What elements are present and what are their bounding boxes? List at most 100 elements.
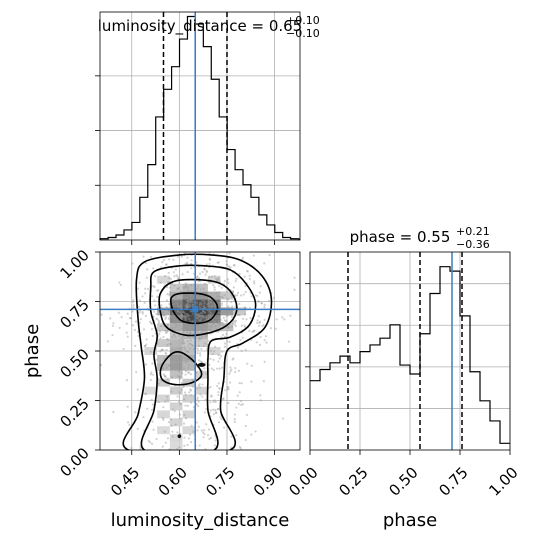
- joint-sample-point: [155, 437, 158, 441]
- joint-sample-point: [195, 325, 198, 328]
- joint-sample-point: [100, 313, 103, 316]
- joint-density-cell-34: [157, 339, 170, 348]
- joint-sample-point: [184, 282, 187, 285]
- joint-sample-point: [191, 298, 194, 301]
- joint-sample-point: [196, 429, 199, 432]
- joint-sample-point: [208, 262, 211, 265]
- joint-sample-point: [132, 306, 135, 309]
- phase-title-eq: =: [395, 228, 417, 246]
- joint-sample-point: [197, 405, 200, 408]
- joint-sample-point: [164, 316, 168, 319]
- joint-sample-point: [127, 421, 130, 424]
- luminosity-distance-marginal-lines: [162, 12, 228, 240]
- joint-sample-point: [125, 378, 129, 382]
- joint-sample-point: [189, 294, 192, 297]
- joint-sample-point: [223, 280, 227, 283]
- joint-sample-point: [178, 375, 181, 379]
- joint-sample-point: [250, 364, 253, 367]
- joint-density-cell-36: [157, 323, 170, 332]
- joint-sample-point: [176, 431, 179, 434]
- joint-sample-point: [195, 301, 198, 304]
- joint-sample-point: [178, 299, 181, 302]
- joint-sample-point: [225, 290, 228, 293]
- joint-sample-point: [261, 325, 264, 328]
- joint-sample-point: [184, 373, 187, 376]
- joint-sample-point: [217, 393, 220, 397]
- joint-sample-point: [181, 331, 185, 334]
- joint-sample-point: [164, 374, 167, 378]
- joint-sample-point: [197, 400, 200, 403]
- joint-sample-point: [225, 260, 228, 263]
- joint-sample-point: [222, 398, 225, 401]
- joint-sample-point: [240, 324, 243, 327]
- joint-sample-point: [186, 350, 190, 353]
- joint-sample-point: [179, 375, 182, 378]
- joint-sample-point: [169, 357, 173, 360]
- joint-sample-point: [228, 372, 231, 375]
- luminosity-distance-marginal-frame: [99, 11, 301, 241]
- joint-sample-point: [189, 401, 193, 404]
- joint-sample-point: [227, 385, 230, 389]
- joint-sample-point: [209, 325, 212, 329]
- joint-sample-point: [155, 317, 158, 320]
- joint-density-cell-5: [169, 307, 183, 316]
- joint-sample-point: [202, 436, 205, 439]
- joint-sample-point: [241, 403, 245, 406]
- joint-sample-point: [212, 413, 216, 416]
- joint-sample-point: [208, 252, 211, 255]
- joint-sample-point: [167, 420, 171, 424]
- joint-sample-point: [163, 258, 166, 262]
- joint-density-cell-40: [182, 283, 196, 292]
- joint-sample-point: [221, 350, 224, 353]
- joint-sample-point: [218, 387, 221, 390]
- joint-sample-point: [145, 338, 148, 341]
- joint-sample-point: [205, 407, 208, 411]
- joint-sample-point: [307, 341, 309, 343]
- joint-scatter-points: [50, 252, 309, 450]
- joint-sample-point: [147, 439, 150, 443]
- joint-sample-point: [201, 431, 205, 434]
- joint-sample-point: [186, 261, 189, 264]
- joint-sample-point: [198, 324, 201, 327]
- joint-sample-point: [259, 335, 262, 339]
- joint-sample-point: [161, 445, 164, 448]
- joint-sample-point: [243, 324, 246, 327]
- joint-sample-point: [263, 306, 266, 309]
- joint-density-cell-35: [195, 339, 208, 348]
- joint-sample-point: [189, 320, 192, 323]
- joint-sample-point: [186, 331, 189, 334]
- joint-sample-point: [230, 435, 233, 438]
- joint-sample-point: [196, 332, 199, 335]
- joint-truth-marker: [192, 306, 199, 313]
- joint-sample-point: [106, 340, 109, 343]
- joint-sample-point: [172, 258, 175, 261]
- joint-sample-point: [189, 298, 192, 301]
- joint-sample-point: [205, 263, 208, 266]
- joint-sample-point: [229, 370, 232, 373]
- joint-sample-point: [183, 342, 186, 345]
- joint-sample-point: [129, 317, 132, 320]
- joint-sample-point: [181, 371, 184, 375]
- joint-sample-point: [254, 294, 257, 297]
- joint-sample-point: [196, 348, 200, 351]
- joint-sample-point: [100, 363, 102, 367]
- joint-sample-point: [203, 367, 206, 370]
- joint-sample-point: [197, 280, 200, 283]
- phase-title: phase = 0.55: [350, 228, 451, 246]
- luminosity-distance-title-minus: −0.10: [286, 27, 320, 40]
- joint-sample-point: [198, 319, 201, 322]
- joint-sample-point: [162, 311, 165, 314]
- joint-sample-point: [186, 302, 189, 306]
- joint-sample-point: [50, 323, 52, 325]
- joint-sample-point: [198, 297, 202, 300]
- phase-x-tick-label-4: 1.00: [485, 463, 521, 499]
- joint-sample-point: [226, 388, 229, 391]
- joint-sample-point: [202, 287, 205, 290]
- joint-sample-point: [196, 396, 199, 399]
- joint-sample-point: [250, 380, 253, 383]
- joint-sample-point: [157, 289, 160, 292]
- joint-sample-point: [188, 330, 191, 333]
- joint-sample-point: [188, 342, 191, 345]
- joint-sample-point: [201, 395, 204, 398]
